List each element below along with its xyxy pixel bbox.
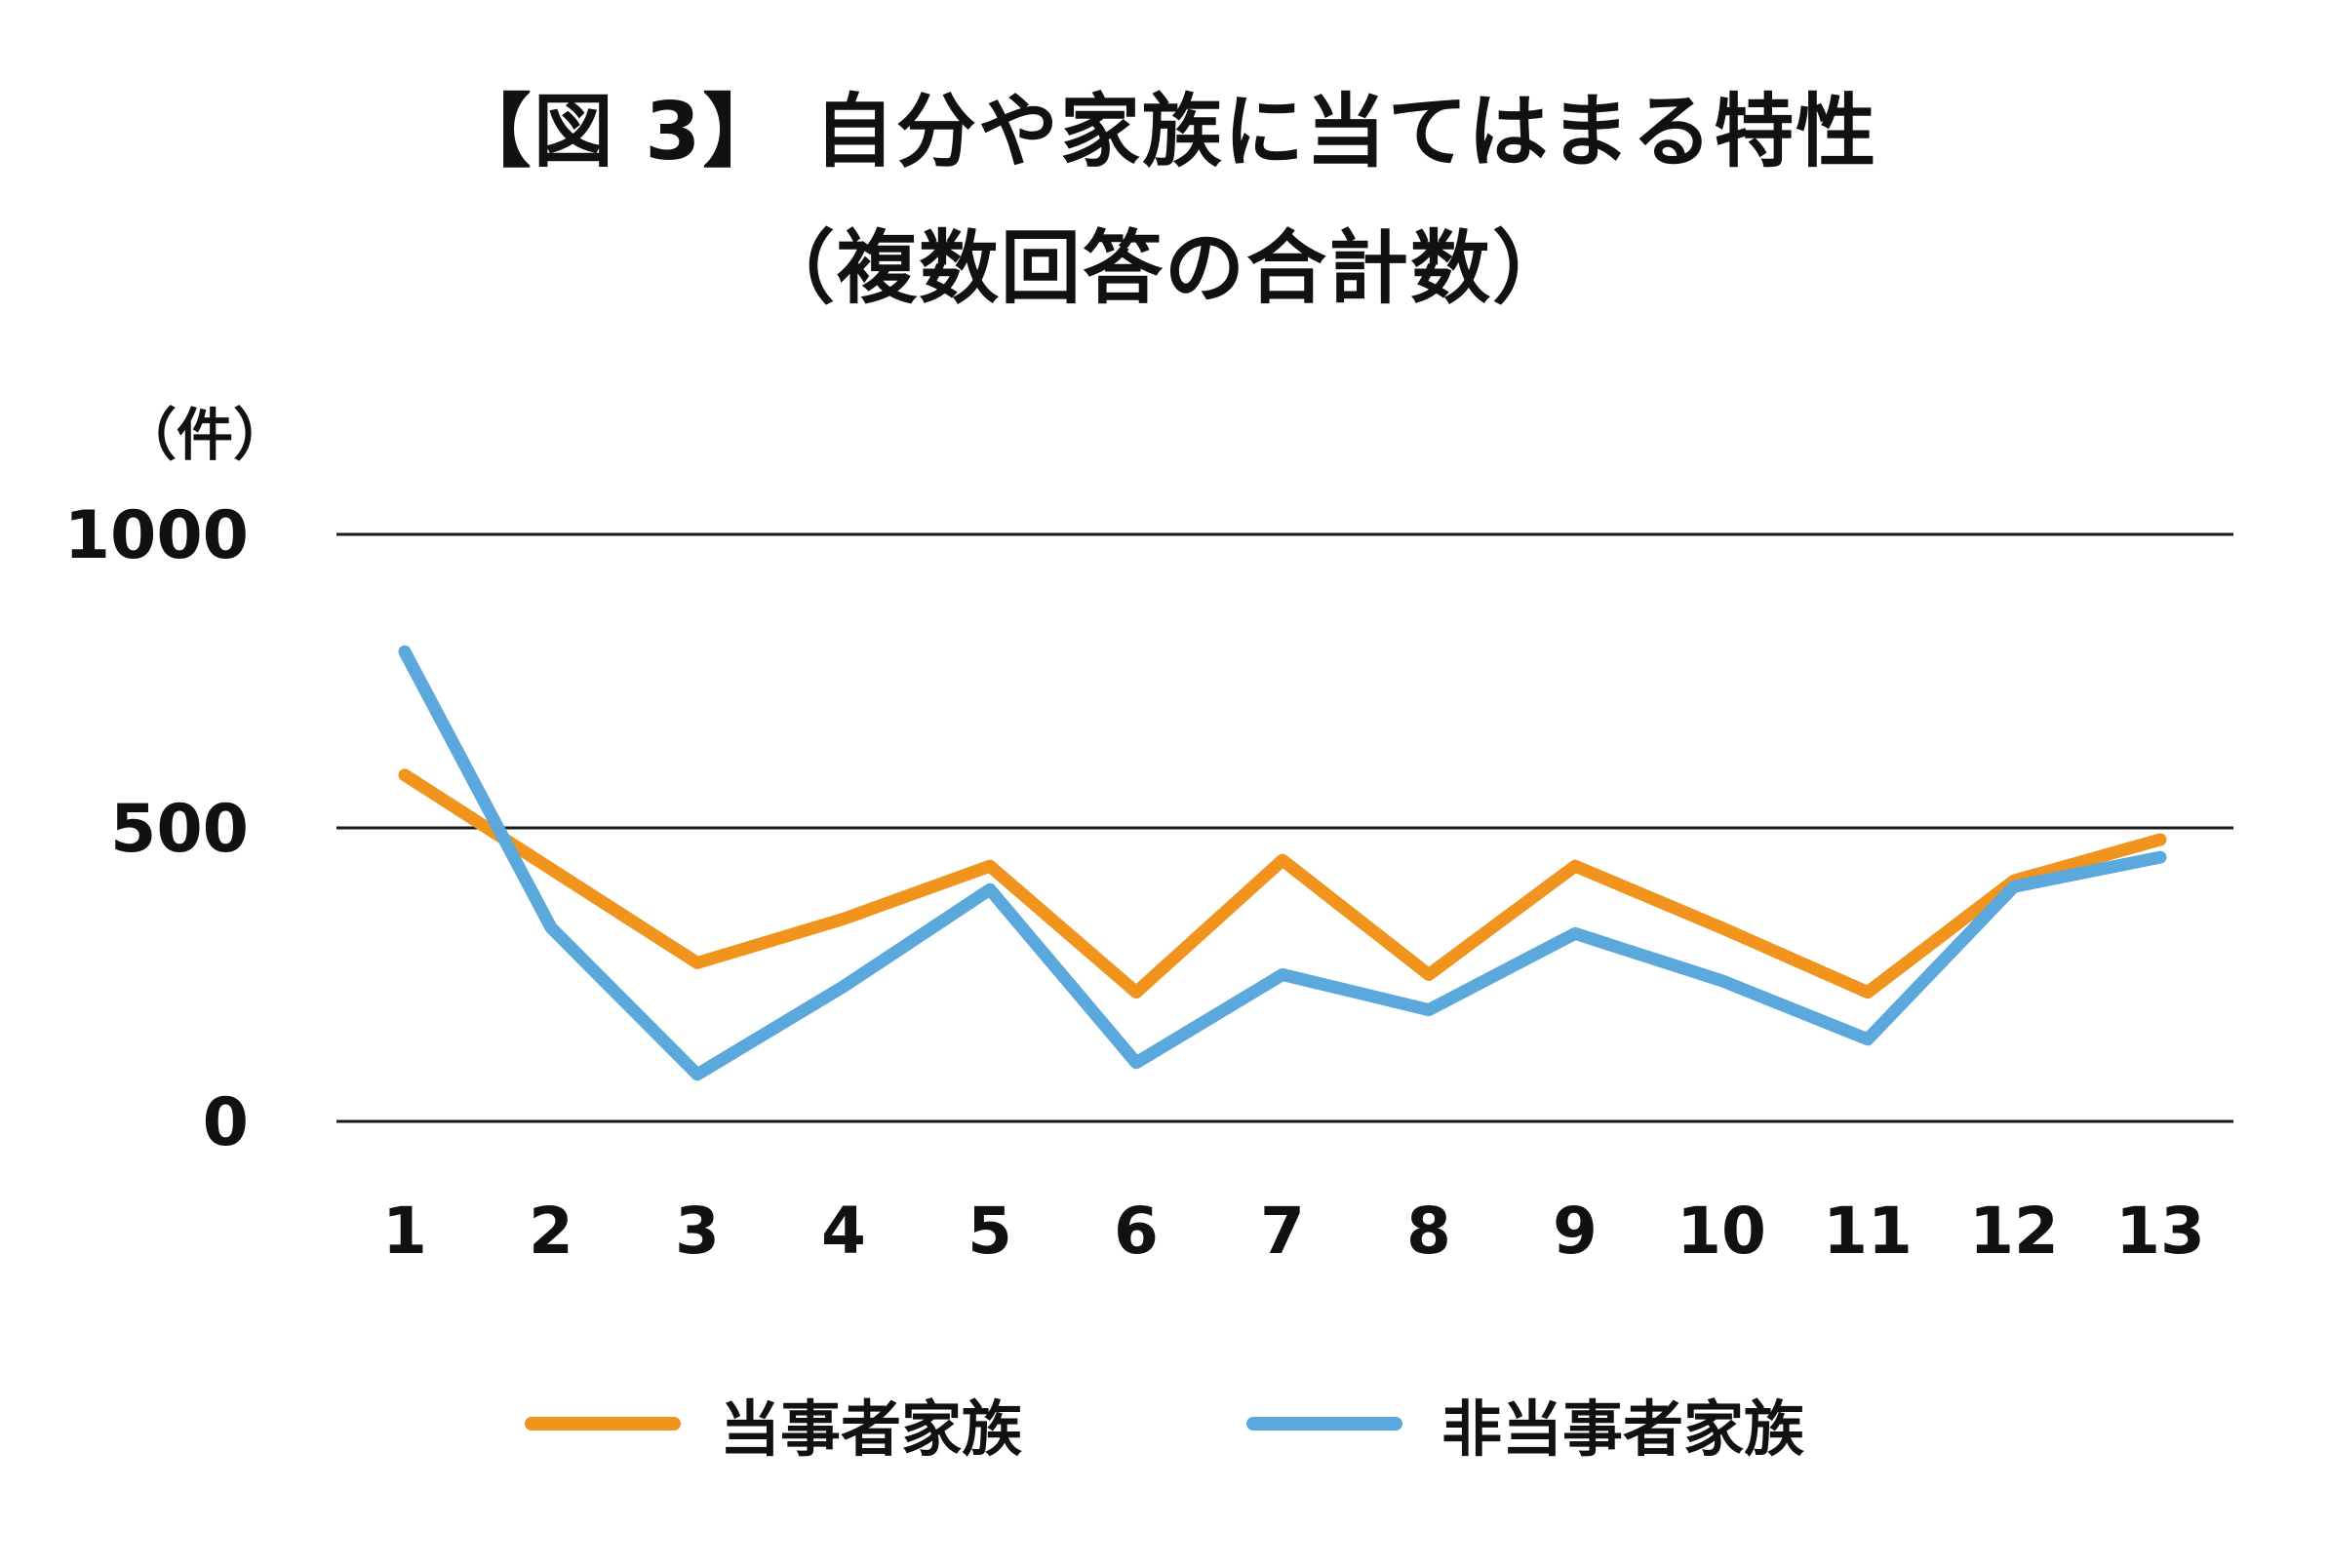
- y-axis-unit-label: （件）: [120, 402, 290, 468]
- legend: 当事者家族 非当事者家族: [0, 1380, 2329, 1468]
- series-line-1: [398, 768, 2167, 1000]
- x-tick-label-3: 3: [675, 1194, 720, 1269]
- legend-line-blue: [1246, 1417, 1402, 1431]
- series-line-2: [398, 645, 2167, 1081]
- y-tick-label-500: 500: [110, 791, 249, 868]
- y-tick-label-1000: 1000: [64, 497, 249, 574]
- legend-label-series1: 当事者家族: [719, 1393, 1022, 1465]
- x-tick-label-11: 11: [1823, 1194, 1913, 1269]
- x-tick-label-4: 4: [821, 1194, 866, 1269]
- legend-line-orange: [524, 1417, 681, 1431]
- x-tick-label-13: 13: [2115, 1194, 2205, 1269]
- x-tick-label-12: 12: [1969, 1194, 2059, 1269]
- chart-title-line2: （複数回答の合計数）: [754, 222, 1574, 315]
- chart-title: 【図 3】 自分や家族に当てはまる特性 （複数回答の合計数）: [0, 93, 2329, 309]
- legend-item-series2: 非当事者家族: [1246, 1380, 1804, 1468]
- x-tick-label-7: 7: [1260, 1194, 1305, 1269]
- legend-label-series2: 非当事者家族: [1441, 1393, 1805, 1465]
- x-tick-label-5: 5: [967, 1194, 1012, 1269]
- chart-title-line1: 【図 3】 自分や家族に当てはまる特性: [451, 86, 1878, 178]
- y-tick-label-0: 0: [203, 1084, 249, 1161]
- x-tick-label-9: 9: [1553, 1194, 1598, 1269]
- x-tick-label-10: 10: [1677, 1194, 1766, 1269]
- x-tick-label-8: 8: [1406, 1194, 1451, 1269]
- legend-item-series1: 当事者家族: [524, 1380, 1022, 1468]
- x-tick-label-2: 2: [529, 1194, 573, 1269]
- x-tick-label-1: 1: [382, 1194, 427, 1269]
- x-tick-label-6: 6: [1114, 1194, 1159, 1269]
